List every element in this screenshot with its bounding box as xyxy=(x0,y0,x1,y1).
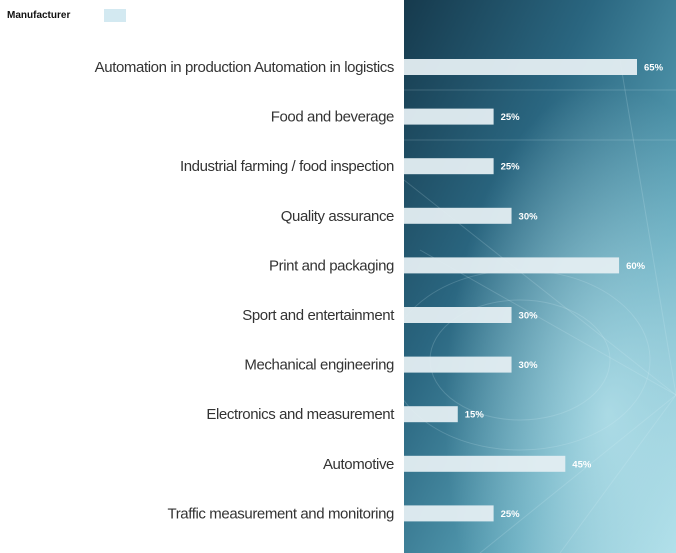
category-label: Sport and entertainment xyxy=(242,307,395,324)
bar-value-label: 25% xyxy=(501,112,521,123)
bar xyxy=(404,257,620,274)
category-label: Electronics and measurement xyxy=(206,406,395,423)
bar xyxy=(404,406,458,423)
category-label: Quality assurance xyxy=(281,208,394,225)
bar xyxy=(404,307,512,323)
bar-value-label: 30% xyxy=(519,360,539,371)
bar-value-label: 45% xyxy=(572,459,592,470)
bar xyxy=(404,505,494,522)
category-label: Automation in production Automation in l… xyxy=(95,59,394,76)
bar xyxy=(404,455,566,472)
category-label: Print and packaging xyxy=(269,257,394,274)
category-label: Traffic measurement and monitoring xyxy=(167,505,394,522)
bar-value-label: 30% xyxy=(519,211,539,222)
bar-value-label: 25% xyxy=(501,162,521,173)
bars-group: Automation in production Automation in l… xyxy=(95,59,664,522)
bar-value-label: 25% xyxy=(501,509,521,520)
category-label: Mechanical engineering xyxy=(244,357,394,374)
bar-value-label: 15% xyxy=(465,410,485,421)
bar-value-label: 60% xyxy=(626,261,646,272)
bar xyxy=(404,207,512,224)
bar xyxy=(404,108,494,125)
bar-value-label: 65% xyxy=(644,63,664,74)
bar xyxy=(404,356,512,373)
category-label: Industrial farming / food inspection xyxy=(180,158,394,175)
legend-swatch xyxy=(104,9,126,22)
legend-label: Manufacturer xyxy=(7,10,70,21)
bar-value-label: 30% xyxy=(519,311,539,322)
bar xyxy=(404,59,637,75)
category-label: Food and beverage xyxy=(271,109,394,126)
legend: Manufacturer xyxy=(7,9,126,22)
bar xyxy=(404,158,494,175)
category-label: Automotive xyxy=(323,456,394,473)
